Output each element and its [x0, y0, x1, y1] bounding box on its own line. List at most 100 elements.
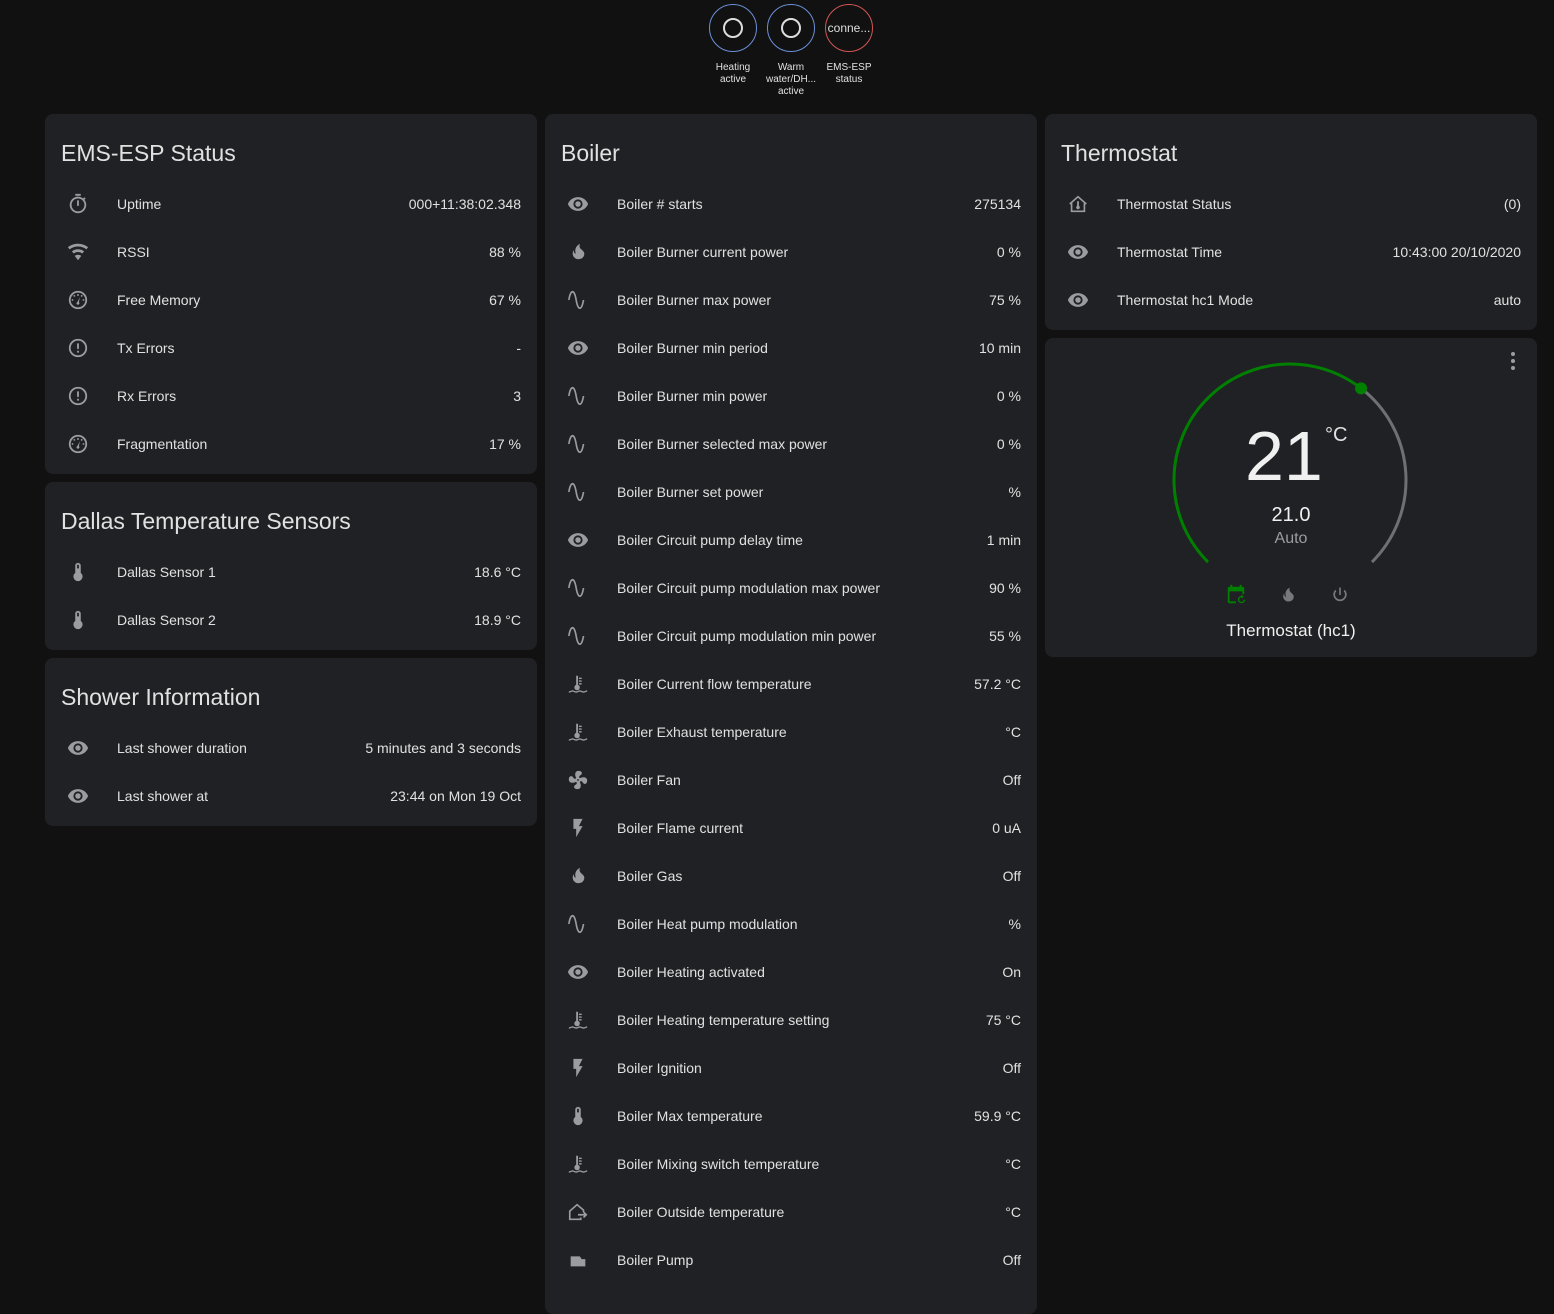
- entity-name: Boiler Burner min power: [617, 388, 768, 404]
- calendar-sync-icon[interactable]: [1225, 584, 1247, 606]
- entity-state: 75 %: [989, 292, 1021, 308]
- entity-state: 88 %: [489, 244, 521, 260]
- circle-outline-icon: [723, 18, 743, 38]
- entity-row[interactable]: Boiler Heating temperature setting 75 °C: [545, 996, 1037, 1044]
- gauge-handle[interactable]: [1355, 382, 1368, 395]
- sine-wave-icon: [561, 384, 601, 408]
- flash-icon: [561, 816, 601, 840]
- entity-row[interactable]: Boiler Exhaust temperature °C: [545, 708, 1037, 756]
- power-icon[interactable]: [1329, 584, 1351, 606]
- entity-row[interactable]: Rx Errors 3: [45, 372, 537, 420]
- entity-state: (0): [1503, 196, 1521, 212]
- badge-heating-active[interactable]: Heating active: [708, 4, 758, 98]
- temperature-gauge[interactable]: [1045, 338, 1537, 598]
- timer-icon: [61, 192, 101, 216]
- sine-wave-icon: [561, 480, 601, 504]
- entity-state: 275134: [974, 196, 1021, 212]
- entity-row[interactable]: Uptime 000+11:38:02.348: [45, 180, 537, 228]
- entity-name: RSSI: [117, 244, 150, 260]
- sine-wave-icon: [561, 576, 601, 600]
- entity-row[interactable]: Boiler Burner min period 10 min: [545, 324, 1037, 372]
- badge-circle: [767, 4, 815, 52]
- fire-icon[interactable]: [1277, 584, 1299, 606]
- entity-state: 5 minutes and 3 seconds: [365, 740, 521, 756]
- entity-row[interactable]: Dallas Sensor 1 18.6 °C: [45, 548, 537, 596]
- entity-name: Free Memory: [117, 292, 201, 308]
- badge-circle: conne...: [825, 4, 873, 52]
- entity-state: -: [516, 340, 521, 356]
- current-temperature: 21: [1245, 417, 1323, 495]
- badge-ems-esp-status[interactable]: conne... EMS-ESP status: [824, 4, 874, 98]
- entity-row[interactable]: Boiler Outside temperature °C: [545, 1188, 1037, 1236]
- more-options-icon[interactable]: [1511, 352, 1517, 370]
- entity-row[interactable]: Fragmentation 17 %: [45, 420, 537, 468]
- entity-row[interactable]: Boiler Heat pump modulation%: [545, 900, 1037, 948]
- entity-row[interactable]: Boiler Pump Off: [545, 1236, 1037, 1284]
- entity-name: Thermostat Status: [1117, 196, 1232, 212]
- entity-name: Boiler Circuit pump modulation max power: [617, 580, 880, 596]
- gauge-icon: [61, 288, 101, 312]
- sine-wave-icon: [561, 288, 601, 312]
- entity-row[interactable]: RSSI 88 %: [45, 228, 537, 276]
- entity-row[interactable]: Last shower duration 5 minutes and 3 seco…: [45, 724, 537, 772]
- shower-info-card: Shower Information Last shower duration 5 …: [45, 658, 537, 826]
- circle-outline-icon: [781, 18, 801, 38]
- entity-name: Thermostat hc1 Mode: [1117, 292, 1254, 308]
- entity-row[interactable]: Free Memory 67 %: [45, 276, 537, 324]
- entity-row[interactable]: Boiler Current flow temperature 57.2 °C: [545, 660, 1037, 708]
- badges: Heating active Warm water/DH... active c…: [708, 4, 874, 98]
- entity-row[interactable]: Boiler Circuit pump modulation min power…: [545, 612, 1037, 660]
- entity-row[interactable]: Thermostat hc1 Mode auto: [1045, 276, 1537, 324]
- entity-row[interactable]: Boiler Burner min power 0 %: [545, 372, 1037, 420]
- card-title: Thermostat: [1061, 140, 1178, 166]
- entity-row[interactable]: Boiler Circuit pump delay time 1 min: [545, 516, 1037, 564]
- entity-row[interactable]: Last shower at 23:44 on Mon 19 Oct: [45, 772, 537, 820]
- entity-state: 000+11:38:02.348: [408, 196, 521, 212]
- entity-state: 3: [513, 388, 521, 404]
- entity-row[interactable]: Thermostat Status (0): [1045, 180, 1537, 228]
- entity-row[interactable]: Boiler Gas Off: [545, 852, 1037, 900]
- entity-name: Boiler Burner max power: [617, 292, 772, 308]
- entity-state: 57.2 °C: [974, 676, 1021, 692]
- entity-name: Boiler Circuit pump modulation min power: [617, 628, 877, 644]
- entity-row[interactable]: Dallas Sensor 2 18.9 °C: [45, 596, 537, 644]
- entity-name: Boiler Heat pump modulation: [617, 916, 798, 932]
- entity-state: 18.6 °C: [474, 564, 521, 580]
- entity-row[interactable]: Boiler Flame current 0 uA: [545, 804, 1037, 852]
- entity-row[interactable]: Boiler Mixing switch temperature °C: [545, 1140, 1037, 1188]
- alert-circle-icon: [61, 384, 101, 408]
- card-title: Dallas Temperature Sensors: [61, 508, 351, 534]
- entity-state: 1 min: [986, 532, 1021, 548]
- entity-row[interactable]: Boiler Heating activated On: [545, 948, 1037, 996]
- entity-row[interactable]: Boiler Burner selected max power 0 %: [545, 420, 1037, 468]
- water-thermometer-icon: [561, 672, 601, 696]
- entity-name: Boiler Pump: [617, 1252, 694, 1268]
- entity-state: auto: [1493, 292, 1521, 308]
- climate-card: 21 °C 21.0 Auto Thermostat (hc1): [1045, 338, 1537, 657]
- entity-row[interactable]: Boiler Burner set power%: [545, 468, 1037, 516]
- entity-state: Off: [1002, 1252, 1021, 1268]
- entity-name: Boiler Fan: [617, 772, 681, 788]
- entity-state: Off: [1002, 772, 1021, 788]
- entity-name: Boiler # starts: [617, 196, 703, 212]
- ems-esp-status-card: EMS-ESP Status Uptime 000+11:38:02.348 RSSI…: [45, 114, 537, 474]
- entity-row[interactable]: Tx Errors -: [45, 324, 537, 372]
- entity-state: 67 %: [489, 292, 521, 308]
- entity-row[interactable]: Boiler Max temperature 59.9 °C: [545, 1092, 1037, 1140]
- entity-row[interactable]: Boiler Circuit pump modulation max power…: [545, 564, 1037, 612]
- entity-row[interactable]: Thermostat Time 10:43:00 20/10/2020: [1045, 228, 1537, 276]
- fire-icon: [561, 864, 601, 888]
- entity-row[interactable]: Boiler Burner max power 75 %: [545, 276, 1037, 324]
- card-title: EMS-ESP Status: [61, 140, 236, 166]
- gauge-icon: [61, 432, 101, 456]
- entity-row[interactable]: Boiler # starts 275134: [545, 180, 1037, 228]
- entity-row[interactable]: Boiler Fan Off: [545, 756, 1037, 804]
- badge-warm-water-active[interactable]: Warm water/DH... active: [766, 4, 816, 98]
- flash-icon: [561, 1056, 601, 1080]
- entity-row[interactable]: Boiler Ignition Off: [545, 1044, 1037, 1092]
- entity-row[interactable]: Boiler Burner current power 0 %: [545, 228, 1037, 276]
- entity-name: Last shower at: [117, 788, 209, 804]
- entity-name: Boiler Outside temperature: [617, 1204, 785, 1220]
- card-title: Boiler: [561, 140, 620, 166]
- entity-state: 59.9 °C: [974, 1108, 1021, 1124]
